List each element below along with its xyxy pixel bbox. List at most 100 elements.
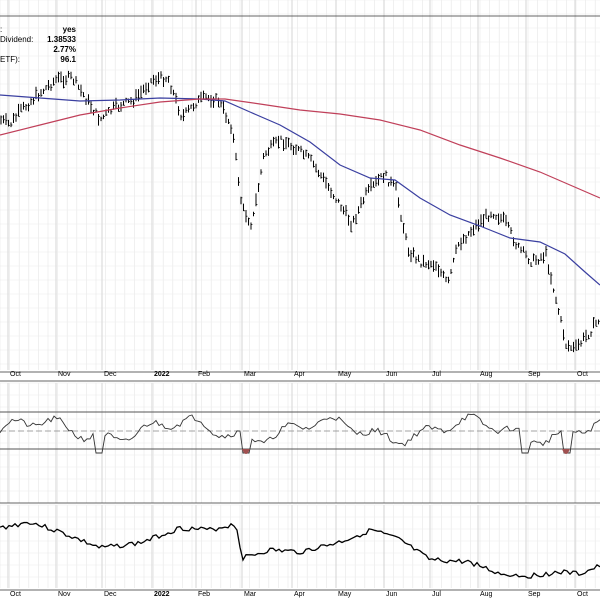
- x-tick-label: May: [338, 591, 352, 598]
- price-bar: [468, 231, 470, 236]
- price-bar: [593, 317, 595, 329]
- price-bar: [448, 276, 450, 284]
- info-value: 1.38533: [47, 35, 76, 44]
- price-bar: [190, 104, 193, 109]
- x-tick-label: Feb: [198, 591, 210, 598]
- oversold-fill: [242, 449, 250, 454]
- price-bar: [568, 340, 570, 352]
- price-bar: [528, 258, 530, 265]
- lower-panel: [0, 521, 600, 579]
- price-bar: [8, 119, 10, 127]
- x-tick-label: 2022: [154, 591, 170, 598]
- price-bar: [270, 139, 273, 149]
- price-bar: [150, 78, 153, 84]
- x-tick-label: Feb: [198, 371, 210, 378]
- price-bar: [380, 173, 383, 178]
- price-bar: [273, 136, 275, 147]
- x-tick-label: Mar: [244, 591, 257, 598]
- price-bar: [535, 255, 538, 266]
- price-bar: [570, 345, 573, 351]
- x-tick-label: Dec: [104, 371, 117, 378]
- price-bar: [595, 319, 598, 327]
- price-bar: [445, 276, 448, 283]
- price-bar: [565, 343, 568, 349]
- price-bar: [503, 211, 505, 223]
- price-bar: [318, 169, 320, 178]
- price-bar: [43, 88, 45, 94]
- price-bar: [23, 101, 25, 110]
- price-bar: [60, 71, 63, 83]
- x-tick-label: Oct: [577, 591, 588, 598]
- price-bar: [283, 139, 285, 152]
- price-bar: [165, 76, 168, 83]
- price-bar: [25, 104, 28, 111]
- price-bar: [0, 115, 3, 125]
- price-bar: [155, 75, 158, 87]
- price-bar: [305, 149, 308, 157]
- price-bar: [240, 196, 243, 205]
- x-tick-label: Nov: [58, 591, 71, 598]
- price-bar: [505, 214, 508, 227]
- price-bar: [230, 124, 233, 134]
- price-bar: [470, 226, 473, 237]
- moving-average-short-line: [0, 94, 600, 286]
- x-tick-label: Apr: [294, 371, 306, 378]
- price-bar: [428, 260, 430, 270]
- price-bar: [340, 204, 343, 212]
- price-bar: [35, 86, 38, 100]
- price-bar: [348, 214, 350, 226]
- x-tick-label: Jun: [386, 591, 397, 598]
- price-bar: [543, 252, 545, 264]
- price-bar: [358, 206, 360, 214]
- price-bar: [578, 338, 580, 351]
- price-bar: [195, 103, 198, 109]
- price-bar: [183, 109, 185, 122]
- price-bar: [143, 84, 145, 94]
- price-bar: [15, 113, 18, 122]
- x-tick-label: Aug: [480, 591, 493, 598]
- price-bar: [408, 247, 410, 257]
- price-bar: [538, 259, 540, 265]
- price-bar: [345, 205, 348, 217]
- price-bar: [453, 257, 455, 263]
- price-bar: [435, 261, 438, 271]
- price-bar: [540, 253, 543, 262]
- price-bar: [193, 103, 195, 112]
- price-bar: [525, 250, 528, 259]
- x-tick-label: Oct: [10, 591, 21, 598]
- price-bar: [323, 172, 325, 183]
- price-bar: [30, 98, 33, 106]
- info-label: Dividend:: [0, 35, 34, 44]
- price-bar: [103, 114, 105, 120]
- price-bar: [403, 223, 405, 234]
- price-bar: [563, 329, 565, 341]
- price-bar: [455, 244, 458, 254]
- price-bar: [355, 214, 358, 225]
- price-bar: [85, 98, 88, 106]
- oscillator-panel: [0, 411, 600, 454]
- price-bar: [233, 133, 235, 143]
- price-bar: [370, 178, 373, 192]
- price-bar: [585, 329, 588, 343]
- price-bar: [363, 197, 365, 205]
- price-bar: [188, 104, 190, 113]
- price-bar: [438, 264, 440, 278]
- price-bar: [203, 90, 205, 100]
- price-bar: [38, 93, 40, 102]
- price-bar: [400, 214, 403, 222]
- price-bar: [413, 247, 415, 258]
- price-bar: [293, 145, 295, 156]
- price-bar: [320, 172, 323, 179]
- x-tick-label: 2022: [154, 371, 170, 378]
- price-bar: [78, 84, 80, 91]
- x-tick-label: Apr: [294, 591, 306, 598]
- price-bar: [260, 169, 263, 175]
- price-bar: [235, 152, 238, 161]
- price-bar: [160, 71, 163, 79]
- price-bar: [425, 261, 428, 268]
- lower-indicator-line: [0, 521, 600, 579]
- price-bar: [420, 263, 423, 268]
